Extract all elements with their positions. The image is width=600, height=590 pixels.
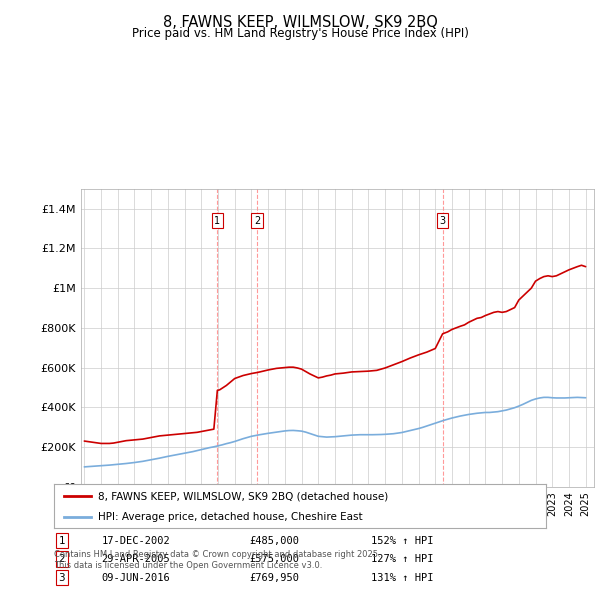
Text: 1: 1 [214,215,220,225]
Text: 131% ↑ HPI: 131% ↑ HPI [371,572,433,582]
Text: £769,950: £769,950 [250,572,299,582]
Text: 1: 1 [59,536,65,546]
Text: Contains HM Land Registry data © Crown copyright and database right 2025.: Contains HM Land Registry data © Crown c… [54,550,380,559]
Text: 8, FAWNS KEEP, WILMSLOW, SK9 2BQ (detached house): 8, FAWNS KEEP, WILMSLOW, SK9 2BQ (detach… [98,491,389,501]
Text: 09-JUN-2016: 09-JUN-2016 [101,572,170,582]
Text: 8, FAWNS KEEP, WILMSLOW, SK9 2BQ: 8, FAWNS KEEP, WILMSLOW, SK9 2BQ [163,15,437,30]
Text: This data is licensed under the Open Government Licence v3.0.: This data is licensed under the Open Gov… [54,560,322,569]
Text: 29-APR-2005: 29-APR-2005 [101,554,170,564]
Text: Price paid vs. HM Land Registry's House Price Index (HPI): Price paid vs. HM Land Registry's House … [131,27,469,40]
Text: 127% ↑ HPI: 127% ↑ HPI [371,554,433,564]
Text: 17-DEC-2002: 17-DEC-2002 [101,536,170,546]
Text: 3: 3 [59,572,65,582]
Text: 3: 3 [440,215,446,225]
Text: 2: 2 [254,215,260,225]
Text: £485,000: £485,000 [250,536,299,546]
Text: 2: 2 [59,554,65,564]
Text: HPI: Average price, detached house, Cheshire East: HPI: Average price, detached house, Ches… [98,512,363,522]
Text: 152% ↑ HPI: 152% ↑ HPI [371,536,433,546]
Text: £575,000: £575,000 [250,554,299,564]
